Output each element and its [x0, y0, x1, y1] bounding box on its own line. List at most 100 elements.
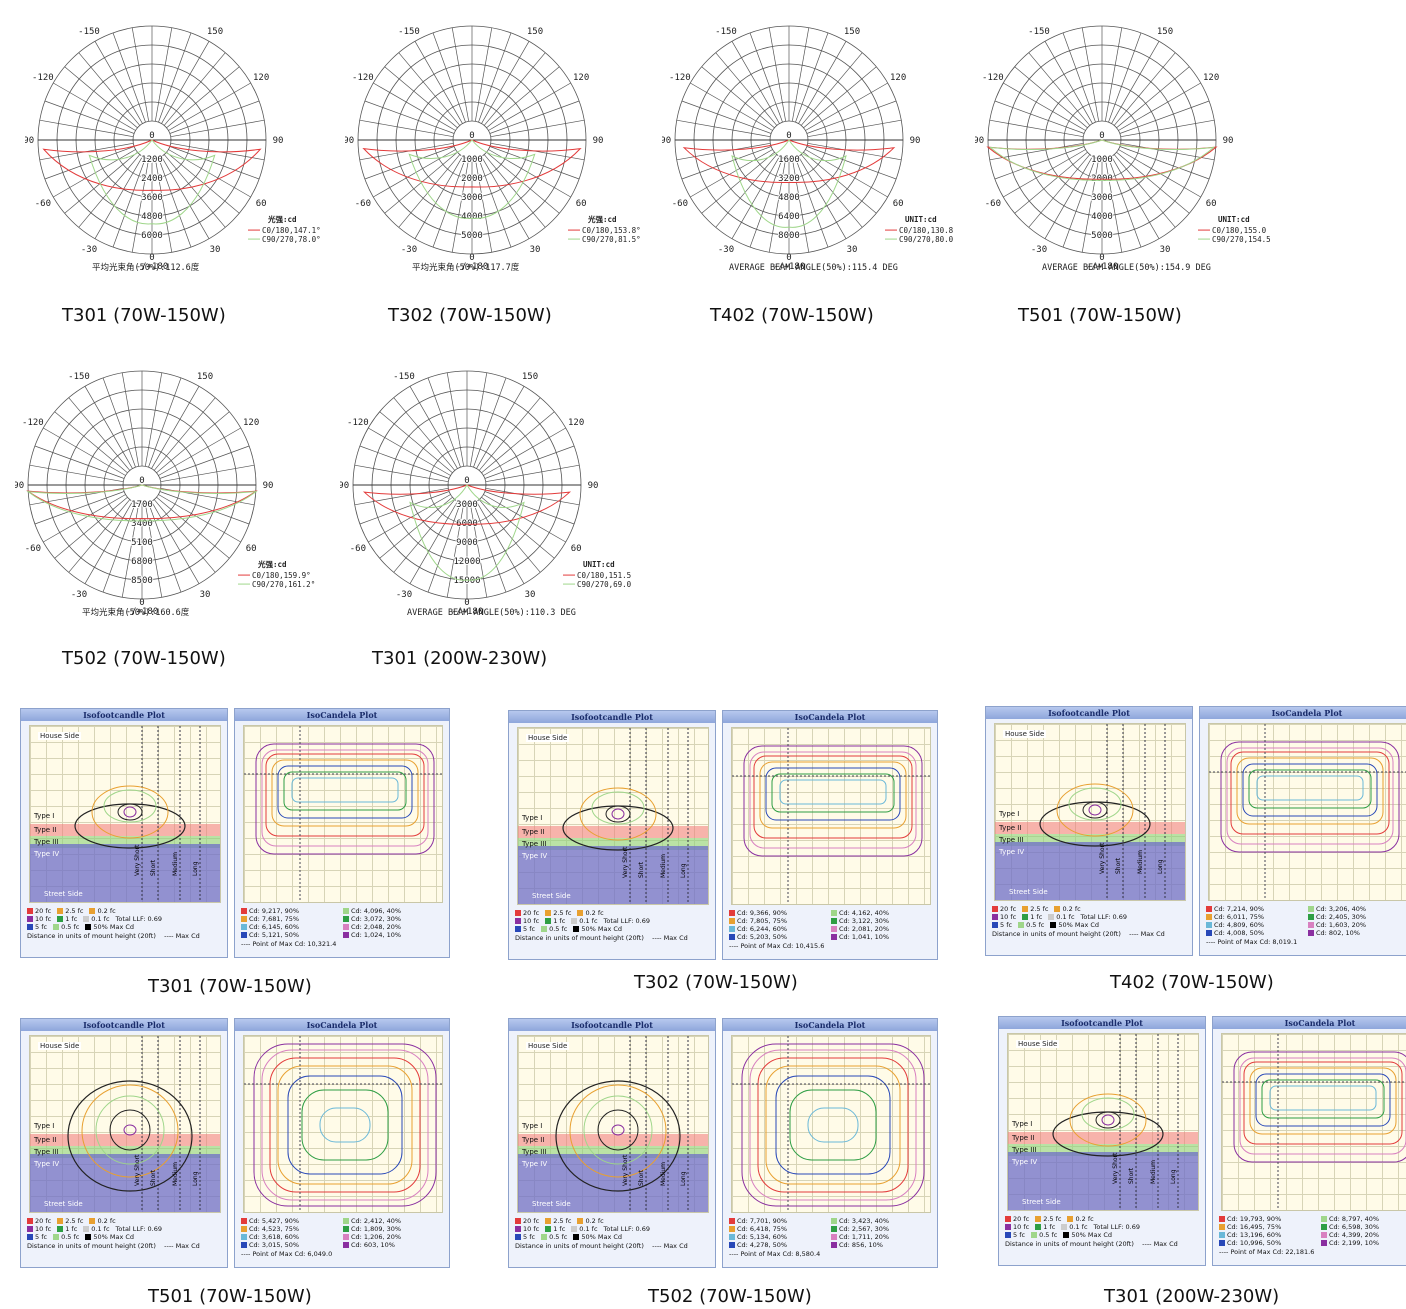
contour-75pct: [319, 1107, 371, 1143]
medium-label: Medium: [660, 1162, 667, 1186]
polar-spoke: [1014, 151, 1088, 214]
polar-spoke: [151, 501, 200, 584]
unit-label: UNIT:cd: [905, 215, 937, 224]
contour-0-2fc: [67, 1080, 193, 1192]
bottom-zero: 0: [149, 253, 154, 263]
angle-label: -/+180: [126, 607, 159, 617]
contour-50pct: [775, 1075, 891, 1175]
polar-spoke: [102, 502, 136, 593]
polar-spoke: [1111, 41, 1160, 124]
polar-spoke: [485, 464, 580, 483]
contour-50pct: [277, 765, 413, 819]
polar-diagram-t301: -/+180 -150 150 -120 120 -90 90 -60 60 -30 30 0 0 120…: [25, 8, 325, 290]
polar-spoke: [39, 119, 134, 138]
isofootcandle-legend: 20 fc 2.5 fc 0.2 fc 10 fc 1 fc 0.1 fc Total L…: [515, 1217, 711, 1250]
polar-spoke: [1113, 154, 1176, 228]
house-side-label: House Side: [38, 732, 82, 740]
center-zero: 0: [464, 476, 469, 486]
ring-label: 5000: [461, 231, 483, 241]
ring-label: 2000: [461, 174, 483, 184]
plot-caption: T302 (70W-150W): [634, 972, 798, 993]
polar-spoke: [94, 156, 143, 239]
distance-note: Distance in units of mount height (20ft)…: [27, 932, 200, 940]
polar-spoke: [414, 156, 463, 239]
ring-label: 6000: [141, 231, 163, 241]
contour-30pct: [753, 755, 913, 839]
polar-spoke: [1108, 32, 1142, 123]
polar-spoke: [476, 501, 525, 584]
polar-spoke: [68, 397, 131, 471]
polar-spoke: [364, 100, 455, 134]
contour-2-5fc: [579, 787, 657, 841]
beam-angle: AVERAGE BEAM ANGLE(50%):154.9 DEG: [1042, 263, 1211, 273]
angle-label: -150: [78, 27, 100, 37]
polar-spoke: [791, 27, 810, 122]
ring-label: 1000: [461, 155, 483, 165]
polar-spoke: [427, 502, 461, 593]
contour-60pct: [1248, 769, 1372, 809]
angle-label: -60: [35, 199, 51, 209]
isocandela-panel: IsoCandela Plot Cd: 5,427, 90% Cd: 2,412,…: [234, 1018, 450, 1268]
isofootcandle-area: Type I Type II Type III Type IV House Si…: [1007, 1033, 1199, 1211]
isocandela-title: IsoCandela Plot: [235, 709, 449, 721]
polar-spoke: [800, 52, 863, 126]
angle-label: -30: [396, 590, 412, 600]
polar-spoke: [102, 377, 136, 468]
angle-label: -90: [662, 136, 671, 146]
polar-spoke: [158, 157, 192, 248]
angle-label: 90: [593, 136, 604, 146]
isocandela-area: [731, 727, 931, 905]
polar-spoke: [94, 41, 143, 124]
contour-10pct: [743, 745, 923, 857]
iso-plot-p3: Isofootcandle Plot Type I Type II Type I…: [985, 706, 1406, 956]
ring-label: 1200: [141, 155, 163, 165]
type2-label: Type II: [34, 1136, 57, 1144]
isocandela-panel: IsoCandela Plot Cd: 9,217, 90% Cd: 4,096,…: [234, 708, 450, 958]
vshort-label: Very Short: [134, 1154, 141, 1186]
curve-c0-180: [362, 139, 582, 188]
angle-label: -60: [350, 544, 366, 554]
polar-caption: T301 (70W-150W): [62, 305, 226, 326]
polar-spoke: [78, 52, 141, 126]
angle-label: -/+180: [136, 262, 169, 272]
angle-label: -120: [22, 418, 44, 428]
contour-5fc: [1081, 1097, 1135, 1131]
polar-spoke: [379, 496, 453, 559]
contour-20fc: [123, 806, 137, 818]
iso-plot-p5: Isofootcandle Plot Type I Type II Type I…: [508, 1018, 938, 1268]
polar-spoke: [1062, 32, 1096, 123]
polar-spoke: [994, 146, 1085, 180]
medium-label: Medium: [660, 854, 667, 878]
polar-spoke: [483, 52, 546, 126]
polar-spoke: [805, 149, 888, 198]
polar-spoke: [54, 496, 128, 559]
polar-spoke: [690, 149, 773, 198]
angle-label: -/+180: [456, 262, 489, 272]
polar-spoke: [1062, 157, 1096, 248]
type2-label: Type II: [522, 828, 545, 836]
isofootcandle-title: Isofootcandle Plot: [509, 1019, 715, 1031]
curve-c0-180: [42, 139, 262, 191]
polar-spoke: [469, 372, 488, 467]
angle-label: 90: [273, 136, 284, 146]
polar-spoke: [1003, 82, 1086, 131]
polar-spoke: [168, 149, 251, 198]
type4-band: [1008, 1152, 1198, 1210]
ring-label: 4800: [778, 193, 800, 203]
polar-spoke: [44, 100, 135, 134]
isocandela-title: IsoCandela Plot: [1200, 707, 1406, 719]
angle-label: 120: [890, 73, 906, 83]
type2-band: [518, 1134, 708, 1146]
polar-spoke: [121, 503, 140, 598]
polar-spoke: [749, 157, 783, 248]
ring-label: 6400: [778, 212, 800, 222]
type4-band: [518, 846, 708, 904]
polar-spoke: [166, 66, 240, 129]
polar-spoke: [690, 82, 773, 131]
contour-75pct: [807, 1107, 859, 1143]
isocandela-area: [243, 1035, 443, 1213]
polar-spoke: [481, 41, 530, 124]
center-zero: 0: [139, 476, 144, 486]
polar-spoke: [486, 66, 560, 129]
contour-30pct: [265, 753, 425, 837]
